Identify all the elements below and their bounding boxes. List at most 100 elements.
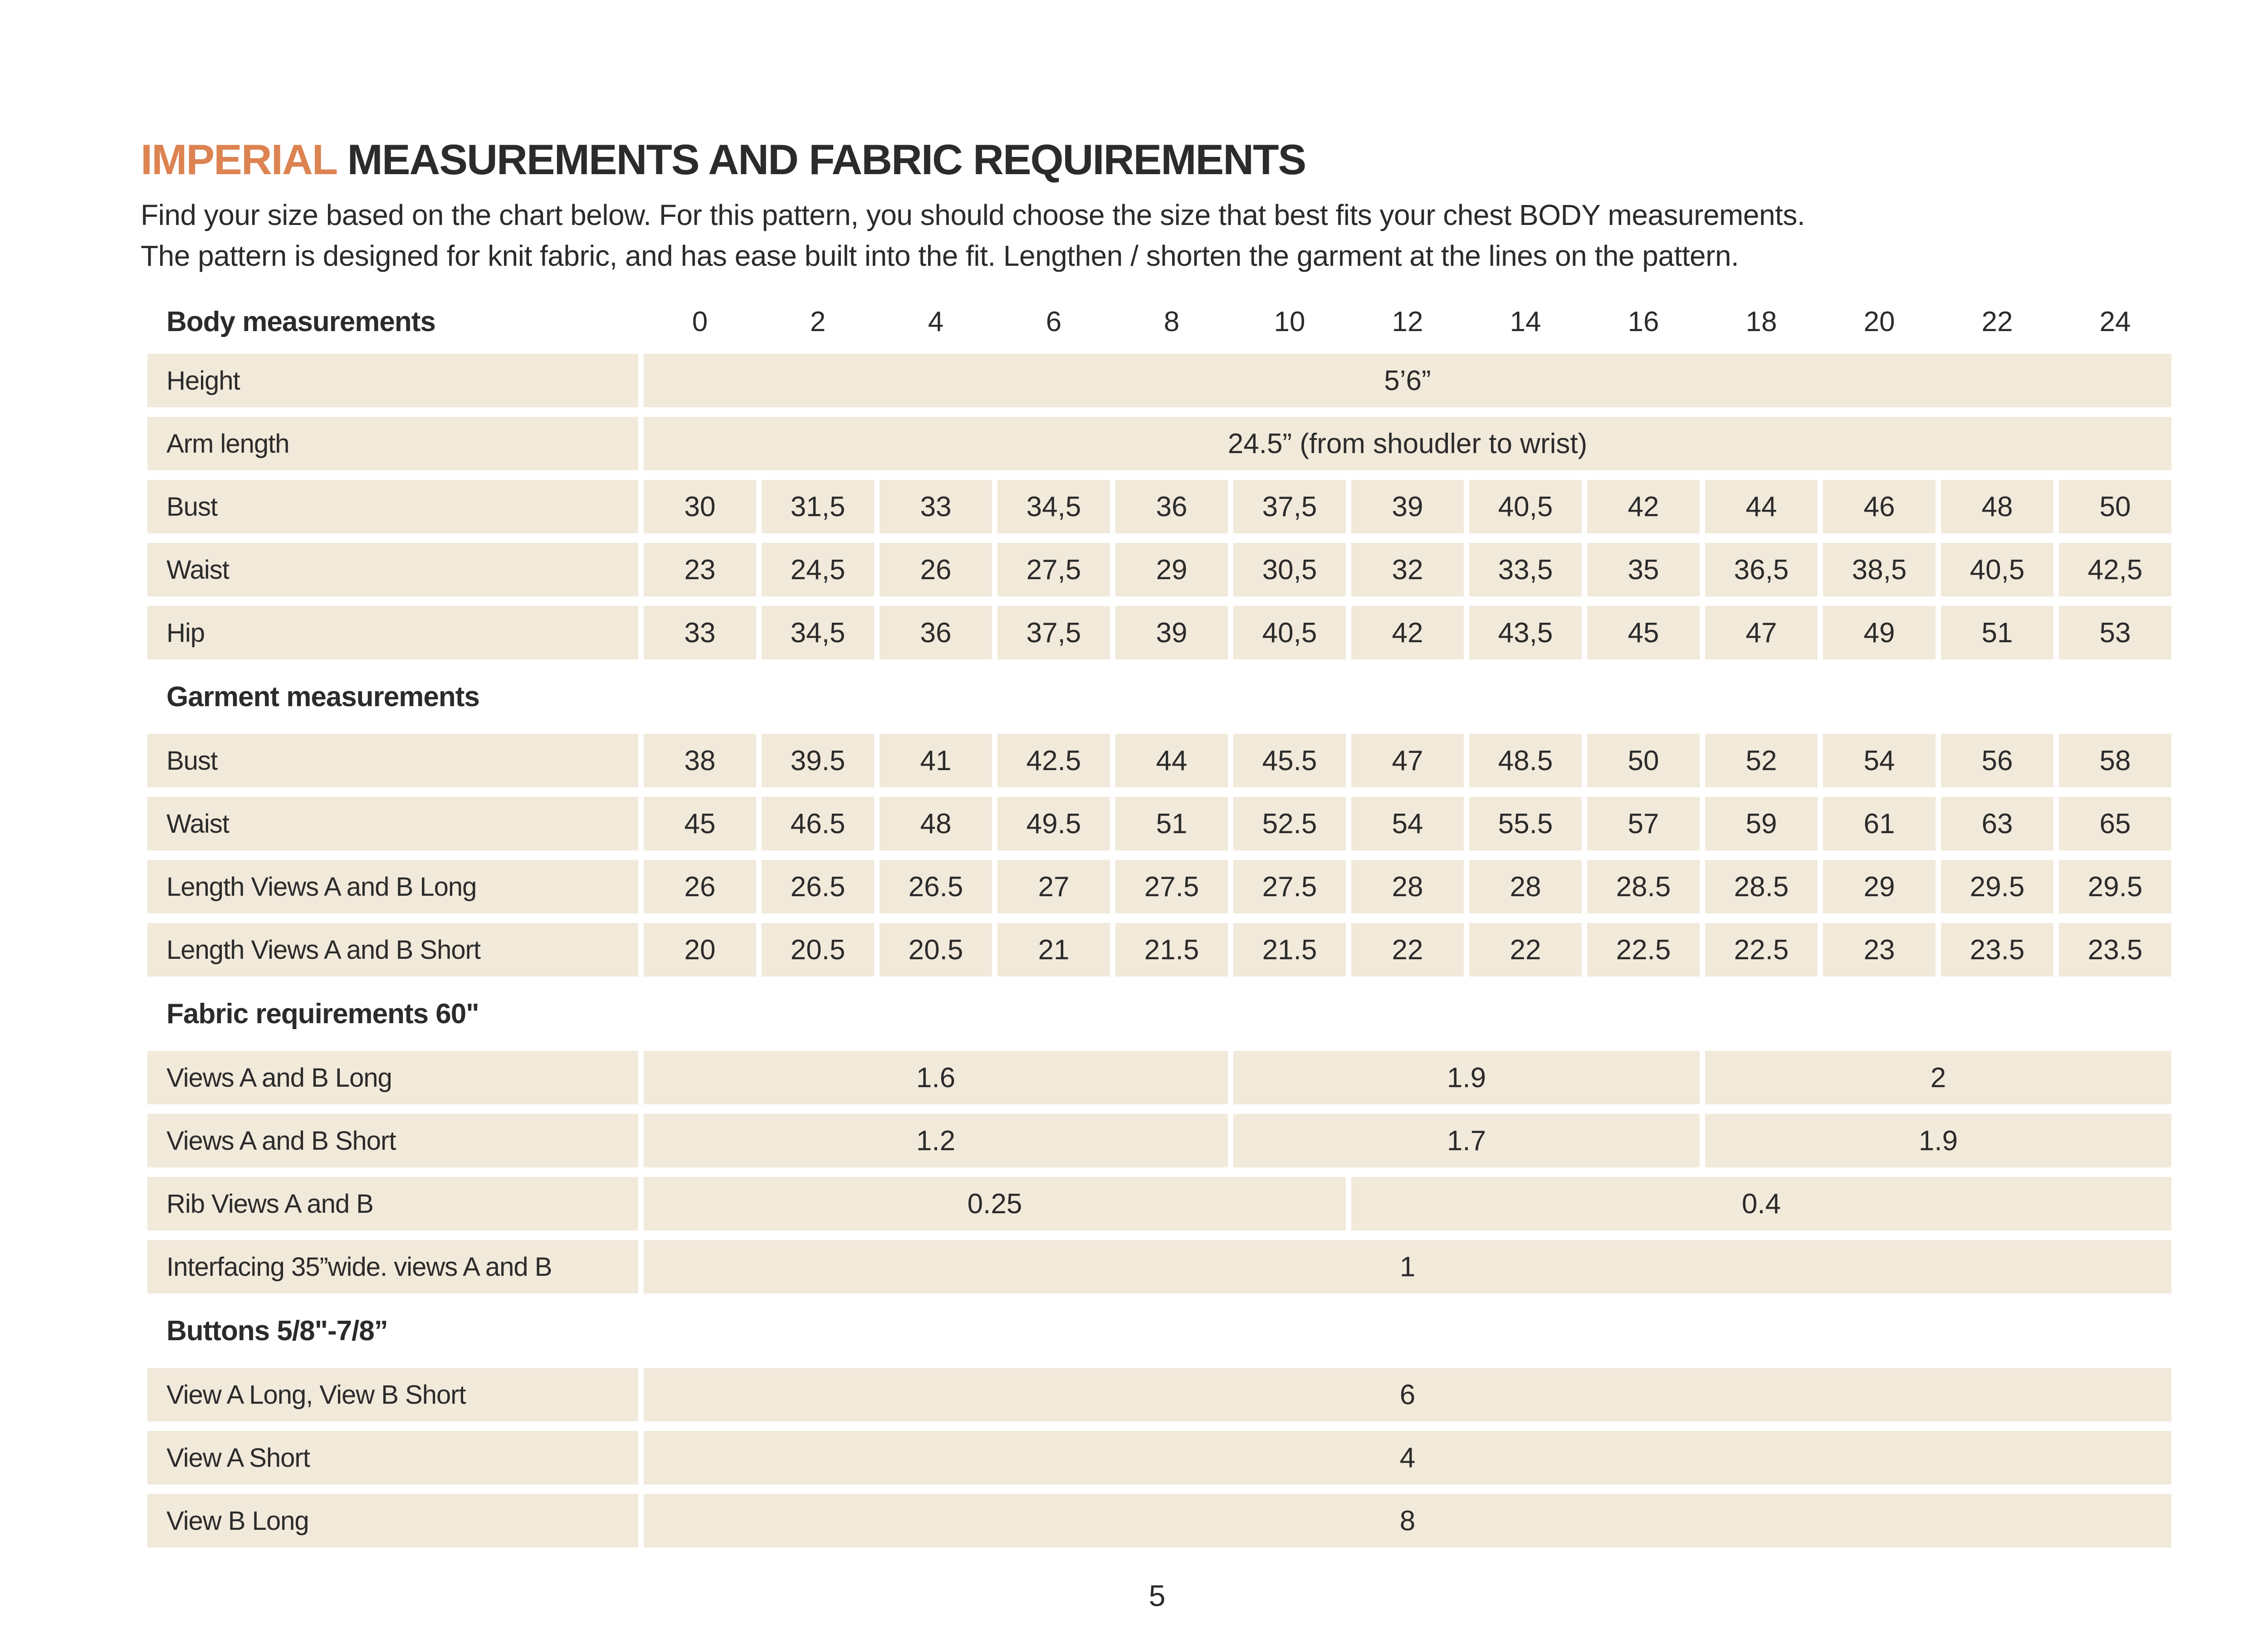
value-cell-garment-waist-8: 57 bbox=[1587, 797, 1700, 850]
value-cell-garment-waist-7: 55.5 bbox=[1469, 797, 1582, 850]
value-cell-length-views-a-b-short-9: 22.5 bbox=[1705, 923, 1818, 976]
value-cell-rib-views-a-b-1: 0.4 bbox=[1351, 1177, 2171, 1230]
size-column-header-14: 14 bbox=[1510, 306, 1541, 337]
row-label-height: Height bbox=[147, 354, 638, 407]
value-cell-length-views-a-b-short-6: 22 bbox=[1351, 923, 1464, 976]
value-cell-body-waist-10: 38,5 bbox=[1823, 543, 1936, 596]
intro-line-2: The pattern is designed for knit fabric,… bbox=[141, 239, 1739, 272]
value-cell-body-bust-8: 42 bbox=[1587, 480, 1700, 533]
row-label-body-waist: Waist bbox=[147, 543, 638, 596]
value-cell-length-views-a-b-long-12: 29.5 bbox=[2059, 860, 2171, 913]
title-rest: MEASUREMENTS AND FABRIC REQUIREMENTS bbox=[336, 136, 1307, 183]
value-cell-length-views-a-b-short-2: 20.5 bbox=[880, 923, 992, 976]
value-cell-garment-bust-8: 50 bbox=[1587, 734, 1700, 787]
value-cell-body-bust-2: 33 bbox=[880, 480, 992, 533]
size-table-header-label: Body measurements bbox=[166, 306, 436, 337]
value-cell-length-views-a-b-short-0: 20 bbox=[644, 923, 756, 976]
value-cell-length-views-a-b-long-9: 28.5 bbox=[1705, 860, 1818, 913]
value-cell-interfacing-0: 1 bbox=[644, 1240, 2171, 1294]
size-column-header-0: 0 bbox=[692, 306, 708, 337]
value-cell-garment-waist-5: 52.5 bbox=[1233, 797, 1346, 850]
value-cell-length-views-a-b-long-1: 26.5 bbox=[762, 860, 874, 913]
value-cell-body-waist-12: 42,5 bbox=[2059, 543, 2171, 596]
value-cell-garment-bust-4: 44 bbox=[1115, 734, 1228, 787]
value-cell-height-0: 5’6” bbox=[644, 354, 2171, 407]
size-column-header-22: 22 bbox=[1981, 306, 2013, 337]
value-cell-body-waist-11: 40,5 bbox=[1941, 543, 2053, 596]
value-cell-length-views-a-b-long-5: 27.5 bbox=[1233, 860, 1346, 913]
value-cell-fabric-views-a-b-long-0: 1.6 bbox=[644, 1051, 1228, 1104]
value-cell-garment-bust-12: 58 bbox=[2059, 734, 2171, 787]
value-cell-body-bust-11: 48 bbox=[1941, 480, 2053, 533]
size-column-header-18: 18 bbox=[1745, 306, 1777, 337]
value-cell-body-hip-5: 40,5 bbox=[1233, 606, 1346, 659]
size-column-header-4: 4 bbox=[928, 306, 944, 337]
row-label-rib-views-a-b: Rib Views A and B bbox=[147, 1177, 638, 1230]
value-cell-body-bust-0: 30 bbox=[644, 480, 756, 533]
size-column-header-8: 8 bbox=[1163, 306, 1180, 337]
value-cell-garment-bust-9: 52 bbox=[1705, 734, 1818, 787]
page-number: 5 bbox=[1149, 1579, 1166, 1612]
section-header-fabric-requirements: Fabric requirements 60" bbox=[166, 998, 479, 1030]
value-cell-buttons-view-b-long-0: 8 bbox=[644, 1494, 2171, 1547]
value-cell-body-waist-8: 35 bbox=[1587, 543, 1700, 596]
value-cell-buttons-view-a-long-b-short-0: 6 bbox=[644, 1368, 2171, 1421]
value-cell-body-waist-1: 24,5 bbox=[762, 543, 874, 596]
value-cell-garment-bust-3: 42.5 bbox=[997, 734, 1110, 787]
size-column-header-6: 6 bbox=[1046, 306, 1062, 337]
value-cell-body-hip-1: 34,5 bbox=[762, 606, 874, 659]
value-cell-body-bust-10: 46 bbox=[1823, 480, 1936, 533]
value-cell-body-waist-7: 33,5 bbox=[1469, 543, 1582, 596]
intro-paragraph: Find your size based on the chart below.… bbox=[141, 195, 2268, 276]
value-cell-body-hip-0: 33 bbox=[644, 606, 756, 659]
value-cell-garment-bust-2: 41 bbox=[880, 734, 992, 787]
value-cell-body-waist-9: 36,5 bbox=[1705, 543, 1818, 596]
size-column-header-16: 16 bbox=[1628, 306, 1659, 337]
value-cell-length-views-a-b-long-2: 26.5 bbox=[880, 860, 992, 913]
value-cell-garment-waist-10: 61 bbox=[1823, 797, 1936, 850]
row-label-body-hip: Hip bbox=[147, 606, 638, 659]
value-cell-garment-bust-7: 48.5 bbox=[1469, 734, 1582, 787]
value-cell-garment-bust-6: 47 bbox=[1351, 734, 1464, 787]
value-cell-body-waist-2: 26 bbox=[880, 543, 992, 596]
title-highlight: IMPERIAL bbox=[141, 136, 337, 183]
value-cell-fabric-views-a-b-long-1: 1.9 bbox=[1233, 1051, 1700, 1104]
section-header-buttons: Buttons 5/8"-7/8” bbox=[166, 1315, 388, 1347]
value-cell-garment-waist-3: 49.5 bbox=[997, 797, 1110, 850]
value-cell-fabric-views-a-b-long-2: 2 bbox=[1705, 1051, 2171, 1104]
value-cell-length-views-a-b-long-0: 26 bbox=[644, 860, 756, 913]
value-cell-body-hip-11: 51 bbox=[1941, 606, 2053, 659]
value-cell-body-bust-4: 36 bbox=[1115, 480, 1228, 533]
value-cell-length-views-a-b-short-12: 23.5 bbox=[2059, 923, 2171, 976]
value-cell-body-bust-1: 31,5 bbox=[762, 480, 874, 533]
row-label-buttons-view-b-long: View B Long bbox=[147, 1494, 638, 1547]
value-cell-body-hip-4: 39 bbox=[1115, 606, 1228, 659]
value-cell-garment-waist-1: 46.5 bbox=[762, 797, 874, 850]
value-cell-garment-waist-6: 54 bbox=[1351, 797, 1464, 850]
value-cell-length-views-a-b-long-3: 27 bbox=[997, 860, 1110, 913]
size-column-header-12: 12 bbox=[1392, 306, 1423, 337]
value-cell-body-hip-8: 45 bbox=[1587, 606, 1700, 659]
value-cell-rib-views-a-b-0: 0.25 bbox=[644, 1177, 1346, 1230]
value-cell-body-hip-12: 53 bbox=[2059, 606, 2171, 659]
value-cell-body-hip-6: 42 bbox=[1351, 606, 1464, 659]
value-cell-body-hip-10: 49 bbox=[1823, 606, 1936, 659]
value-cell-body-bust-12: 50 bbox=[2059, 480, 2171, 533]
value-cell-length-views-a-b-long-10: 29 bbox=[1823, 860, 1936, 913]
value-cell-garment-waist-0: 45 bbox=[644, 797, 756, 850]
value-cell-body-bust-3: 34,5 bbox=[997, 480, 1110, 533]
value-cell-garment-bust-5: 45.5 bbox=[1233, 734, 1346, 787]
value-cell-garment-waist-12: 65 bbox=[2059, 797, 2171, 850]
size-column-header-2: 2 bbox=[810, 306, 826, 337]
value-cell-body-bust-7: 40,5 bbox=[1469, 480, 1582, 533]
value-cell-body-hip-9: 47 bbox=[1705, 606, 1818, 659]
value-cell-length-views-a-b-short-5: 21.5 bbox=[1233, 923, 1346, 976]
page-title: IMPERIAL MEASUREMENTS AND FABRIC REQUIRE… bbox=[141, 138, 2268, 181]
value-cell-length-views-a-b-long-4: 27.5 bbox=[1115, 860, 1228, 913]
value-cell-garment-waist-2: 48 bbox=[880, 797, 992, 850]
value-cell-length-views-a-b-long-6: 28 bbox=[1351, 860, 1464, 913]
value-cell-fabric-views-a-b-short-0: 1.2 bbox=[644, 1114, 1228, 1167]
value-cell-garment-bust-10: 54 bbox=[1823, 734, 1936, 787]
value-cell-length-views-a-b-short-3: 21 bbox=[997, 923, 1110, 976]
intro-line-1: Find your size based on the chart below.… bbox=[141, 199, 1805, 231]
